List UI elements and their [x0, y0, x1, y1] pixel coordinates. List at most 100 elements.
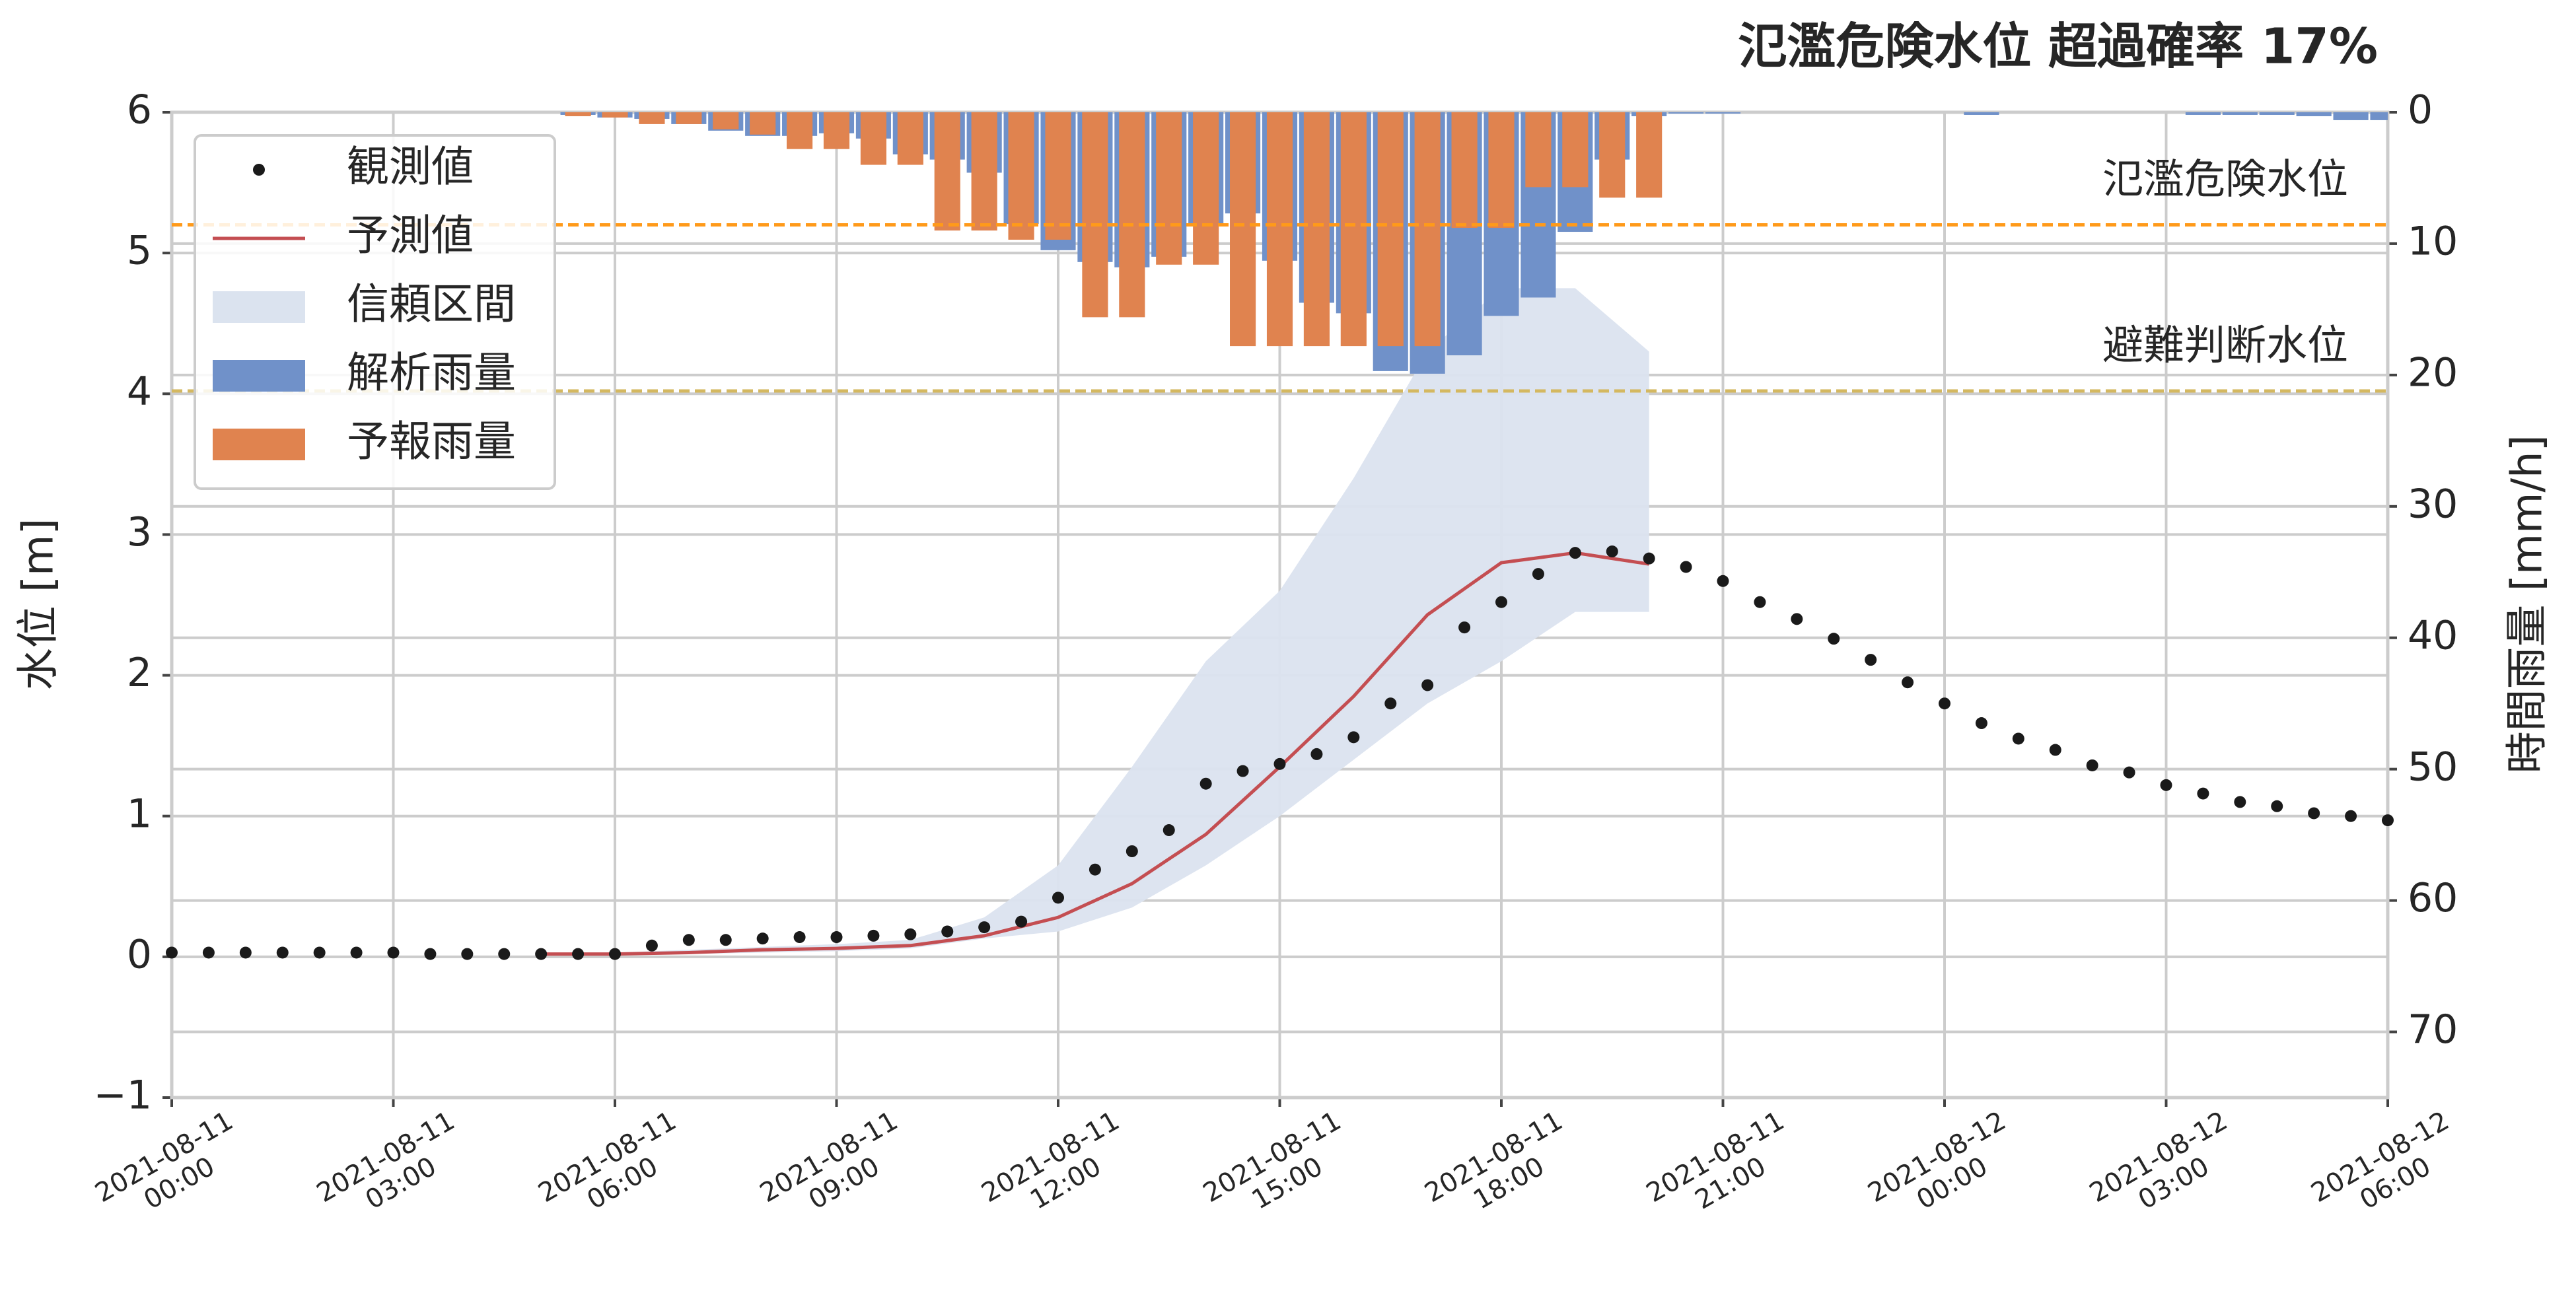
legend-marker	[213, 360, 305, 392]
observation-dot	[424, 948, 437, 960]
observation-dot	[645, 939, 658, 952]
observation-dot	[2123, 766, 2135, 779]
rain-bar	[934, 112, 960, 231]
observation-dot	[2086, 759, 2098, 771]
rain-bar	[860, 112, 886, 165]
rain-bar	[1045, 112, 1071, 240]
rain-bar	[1119, 112, 1145, 318]
rain-bar	[2222, 112, 2258, 115]
observation-dot	[1791, 613, 1803, 625]
observation-dot	[387, 946, 400, 959]
observation-dot	[1310, 748, 1323, 760]
y2-tick-label: 50	[2408, 744, 2458, 790]
rain-bar	[602, 112, 628, 118]
rain-bar	[1193, 112, 1219, 265]
rain-bar	[897, 112, 923, 165]
observation-dot	[2345, 810, 2357, 822]
rain-bar	[1230, 112, 1256, 347]
rain-bar	[2296, 112, 2332, 116]
rain-bar	[750, 112, 776, 135]
y2-tick-label: 40	[2408, 612, 2458, 658]
observation-dot	[1569, 547, 1581, 559]
y-tick-label: 1	[127, 790, 152, 837]
observation-dot	[461, 948, 474, 960]
rain-bar	[713, 112, 739, 129]
chart-title: 氾濫危険水位 超過確率 17%	[1738, 18, 2378, 75]
observation-dot	[2049, 744, 2061, 756]
rain-bar	[1266, 112, 1293, 347]
legend-box	[194, 134, 556, 490]
observation-dot	[1052, 892, 1064, 904]
legend-marker	[253, 164, 265, 176]
y2-tick-label: 0	[2408, 87, 2433, 133]
observation-dot	[1015, 915, 1028, 928]
observation-dot	[1865, 654, 1877, 666]
observation-dot	[1163, 824, 1175, 837]
rain-bar	[1451, 112, 1478, 228]
rain-bar	[1525, 112, 1552, 188]
rain-bar	[1562, 112, 1589, 188]
observation-dot	[1458, 621, 1471, 634]
legend-marker	[213, 291, 305, 323]
observation-dot	[2382, 814, 2394, 827]
observation-dot	[1902, 676, 1914, 689]
y2-tick-label: 30	[2408, 481, 2458, 527]
y-tick-label: 3	[127, 509, 152, 555]
legend-label: 信頼区間	[347, 281, 516, 330]
legend-label: 予測値	[347, 212, 474, 261]
y-tick-label: 0	[127, 931, 152, 977]
legend-label: 解析雨量	[347, 349, 516, 398]
rain-bar	[2259, 112, 2295, 115]
rain-bar	[1668, 112, 1704, 114]
observation-dot	[1495, 596, 1507, 608]
observation-dot	[1126, 845, 1138, 857]
y-axis-label: 水位 [m]	[15, 518, 63, 691]
rain-bar	[1964, 112, 1999, 115]
observation-dot	[1347, 731, 1360, 744]
y-tick-label: 2	[127, 650, 152, 696]
observation-dot	[793, 931, 806, 944]
observation-dot	[830, 931, 843, 944]
observation-dot	[1532, 568, 1544, 580]
observation-dot	[498, 948, 511, 960]
rain-bar	[2185, 112, 2221, 115]
observation-dot	[166, 946, 178, 959]
y2-tick-label: 60	[2408, 875, 2458, 921]
observation-dot	[756, 932, 769, 945]
observation-dot	[1717, 575, 1729, 587]
y-tick-label: 6	[127, 87, 152, 133]
rain-bar	[1082, 112, 1108, 318]
observation-dot	[2197, 787, 2209, 800]
y2-tick-label: 70	[2408, 1006, 2458, 1053]
observation-dot	[1975, 717, 1987, 730]
observation-dot	[1643, 552, 1655, 565]
legend-label: 観測値	[347, 143, 474, 192]
observation-dot	[1421, 679, 1434, 691]
rain-bar	[1488, 112, 1515, 228]
rain-bar	[676, 112, 702, 124]
observation-dot	[1939, 697, 1950, 710]
observation-dot	[2271, 800, 2283, 812]
observation-dot	[535, 948, 548, 960]
observation-dot	[572, 948, 585, 960]
rain-bar	[2370, 112, 2388, 120]
rain-bar	[1156, 112, 1182, 265]
observation-dot	[978, 921, 991, 934]
rain-bar	[823, 112, 850, 149]
observation-dot	[2308, 807, 2320, 820]
prediction-line	[541, 551, 1650, 956]
rain-bar	[787, 112, 813, 149]
observation-dot	[1754, 596, 1766, 608]
observation-dot	[239, 946, 252, 959]
rain-bar	[1303, 112, 1330, 347]
y2-tick-label: 10	[2408, 219, 2458, 265]
observation-dot	[1273, 757, 1286, 770]
observation-dot	[1828, 633, 1840, 645]
rain-bar	[2333, 112, 2369, 120]
rain-bar	[639, 112, 665, 124]
confidence-band	[541, 288, 1649, 956]
observation-dot	[313, 946, 326, 959]
